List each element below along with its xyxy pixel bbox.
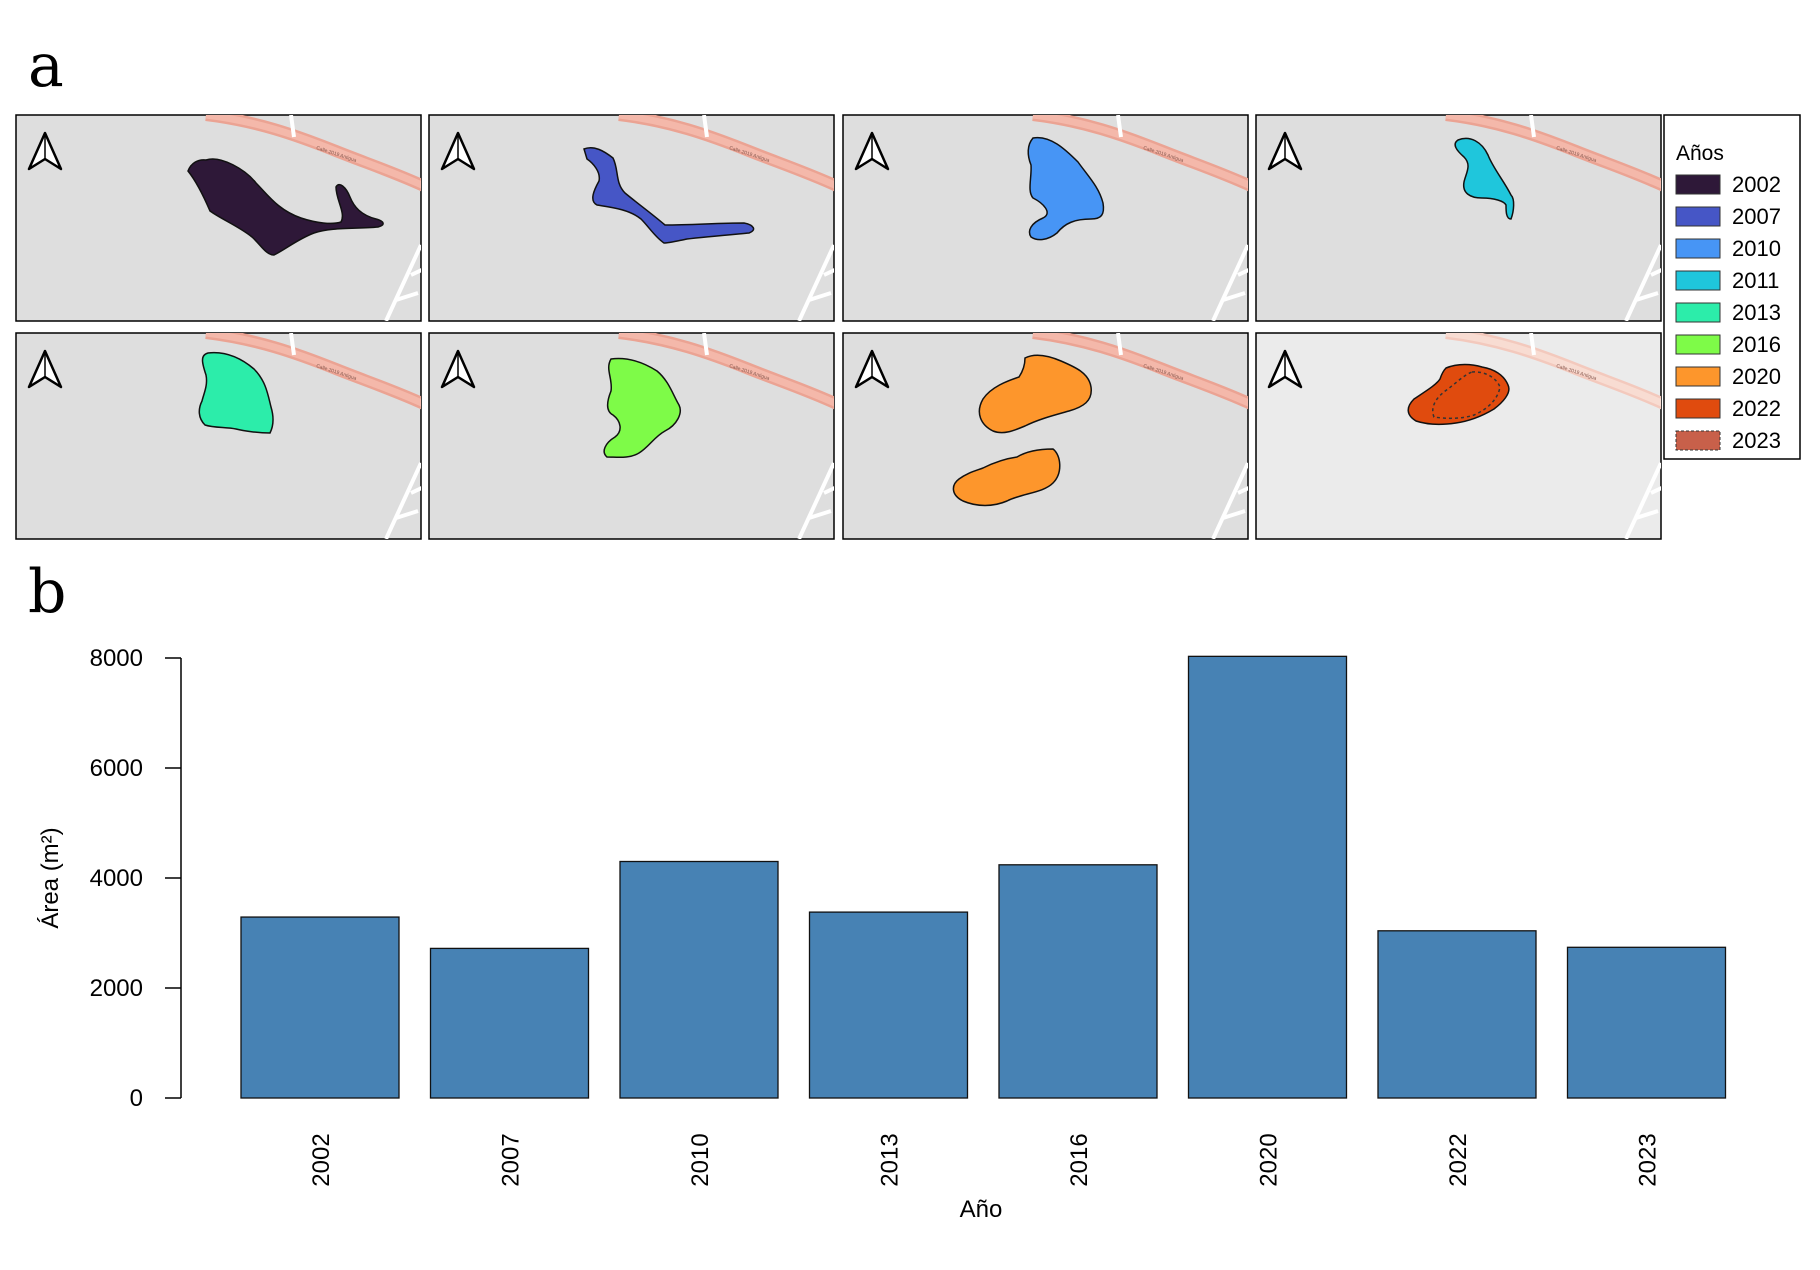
x-tick-label-2016: 2016: [1066, 1133, 1093, 1186]
street: [1624, 462, 1661, 539]
street: [384, 244, 421, 321]
legend-swatch-2013: [1675, 302, 1721, 323]
water-body-2011: [1454, 137, 1515, 220]
bar-2023: [1566, 946, 1727, 1099]
panel-b-label: b: [28, 557, 67, 627]
map-panel-2016: Calle 2019 Antigua: [428, 332, 835, 540]
street: [797, 244, 834, 321]
x-axis-title: Año: [960, 1196, 1003, 1223]
bar-2010: [619, 860, 779, 1099]
bar-2007: [429, 947, 590, 1099]
x-tick-label-2010: 2010: [687, 1133, 714, 1186]
street: [797, 462, 834, 539]
x-tick-label-2007: 2007: [498, 1133, 525, 1186]
y-tick-label: 4000: [90, 865, 143, 892]
legend-label-2010: 2010: [1732, 236, 1781, 261]
legend-label-2020: 2020: [1732, 364, 1781, 389]
legend-label-2013: 2013: [1732, 300, 1781, 325]
x-tick-label-2020: 2020: [1256, 1133, 1283, 1186]
street: [1529, 333, 1536, 356]
panel-a-label: a: [28, 31, 64, 101]
map-panels: Calle 2019 Antigua Calle 2019 Antigua Call…: [15, 114, 1662, 540]
street: [1116, 115, 1123, 138]
bar-chart: 0 2000 4000 6000 8000 Área (m²) 2002 2007 2010 20…: [37, 645, 1727, 1223]
legend-label-2007: 2007: [1732, 204, 1781, 229]
street: [702, 115, 709, 138]
legend-label-2016: 2016: [1732, 332, 1781, 357]
legend-swatch-2023: [1675, 430, 1721, 451]
y-tick-label: 8000: [90, 645, 143, 672]
street: [702, 333, 709, 356]
water-body-2020: [978, 354, 1092, 434]
street: [1211, 462, 1248, 539]
legend-swatch-2016: [1675, 334, 1721, 355]
legend: Años 2002 2007 2010 2011 2013 2016 2020 2022 2023: [1663, 114, 1801, 460]
bar-2022: [1377, 930, 1537, 1099]
x-tick-label-2022: 2022: [1445, 1133, 1472, 1186]
y-axis-title: Área (m²): [37, 827, 64, 928]
bar-2002: [240, 916, 400, 1099]
x-tick-label-2013: 2013: [877, 1133, 904, 1186]
legend-label-2022: 2022: [1732, 396, 1781, 421]
legend-label-2023: 2023: [1732, 428, 1781, 453]
map-panel-2007: Calle 2019 Antigua: [428, 114, 835, 322]
y-tick-label: 2000: [90, 975, 143, 1002]
legend-swatch-2007: [1675, 206, 1721, 227]
street: [1116, 333, 1123, 356]
water-body-2013: [198, 351, 274, 434]
water-body-2010: [1027, 136, 1105, 241]
y-tick-label: 0: [130, 1085, 143, 1112]
legend-label-2011: 2011: [1732, 268, 1779, 293]
bar-2016: [998, 864, 1158, 1099]
legend-swatch-2022: [1675, 398, 1721, 419]
legend-label-2002: 2002: [1732, 172, 1781, 197]
bar-2020: [1187, 655, 1348, 1099]
map-background: [1255, 332, 1662, 540]
legend-swatch-2010: [1675, 238, 1721, 259]
bar-2013: [808, 911, 969, 1099]
legend-swatch-2020: [1675, 366, 1721, 387]
water-body-2020: [952, 448, 1061, 507]
x-tick-label-2023: 2023: [1635, 1133, 1662, 1186]
map-panel-2020: Calle 2019 Antigua: [842, 332, 1249, 540]
map-panel-2013: Calle 2019 Antigua: [15, 332, 422, 540]
map-panel-2011: Calle 2019 Antigua: [1255, 114, 1662, 322]
street: [289, 115, 296, 138]
water-body-2016: [603, 357, 681, 459]
water-body-2007: [583, 146, 755, 244]
street: [1211, 244, 1248, 321]
street: [1529, 115, 1536, 138]
water-body-2023-outline: [1432, 371, 1501, 420]
map-background: [428, 114, 835, 322]
legend-title: Años: [1676, 142, 1724, 165]
street: [289, 333, 296, 356]
water-body-2002: [187, 158, 384, 256]
map-panel-2010: Calle 2019 Antigua: [842, 114, 1249, 322]
street: [384, 462, 421, 539]
legend-swatch-2002: [1675, 174, 1721, 195]
map-panel-2002: Calle 2019 Antigua: [15, 114, 422, 322]
map-panel-2022: Calle 2019 Antigua: [1255, 332, 1662, 540]
y-tick-label: 6000: [90, 755, 143, 782]
legend-swatch-2011: [1675, 270, 1721, 291]
street: [1624, 244, 1661, 321]
x-tick-label-2002: 2002: [308, 1133, 335, 1186]
